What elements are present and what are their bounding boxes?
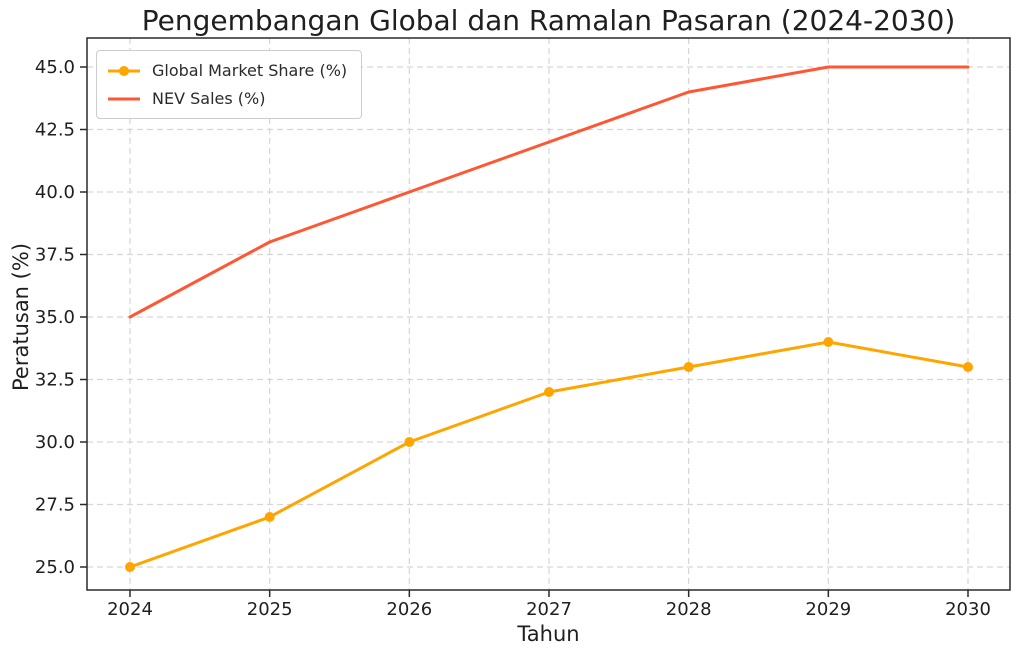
- series-line-nev-sales: [128, 65, 970, 319]
- legend-swatch-line-marker-icon: [108, 65, 140, 76]
- data-point-marker: [823, 337, 834, 347]
- y-tick-label: 42.5: [35, 120, 75, 141]
- x-tick-label: 2026: [386, 599, 432, 620]
- data-point-marker: [544, 387, 554, 397]
- legend-item-global-market-share: Global Market Share (%): [106, 58, 347, 83]
- y-tick-label: 45.0: [35, 57, 75, 78]
- data-point-marker: [264, 512, 275, 522]
- x-tick-label: 2028: [666, 599, 712, 620]
- x-tick-label: 2030: [945, 599, 991, 620]
- legend: Global Market Share (%) NEV Sales (%): [96, 50, 363, 119]
- chart-title: Pengembangan Global dan Ramalan Pasaran …: [141, 4, 956, 37]
- x-tick-label: 2025: [247, 599, 293, 620]
- y-tick-label: 40.0: [35, 182, 75, 203]
- data-point-marker: [683, 362, 694, 372]
- legend-marker-dot-icon: [119, 65, 129, 76]
- y-tick-label: 37.5: [35, 245, 75, 266]
- x-tick-label: 2027: [526, 599, 572, 620]
- legend-label-nev-sales: NEV Sales (%): [152, 89, 266, 108]
- y-axis-label: Peratusan (%): [9, 242, 33, 392]
- legend-item-nev-sales: NEV Sales (%): [106, 86, 347, 111]
- x-tick-label: 2029: [805, 599, 851, 620]
- data-point-marker: [404, 437, 415, 447]
- y-tick-label: 35.0: [35, 307, 75, 328]
- x-tick-label: 2024: [107, 599, 153, 620]
- y-tick-label: 25.0: [35, 557, 75, 578]
- legend-swatch-line-icon: [108, 97, 140, 100]
- data-point-marker: [125, 562, 135, 572]
- y-tick-label: 27.5: [35, 495, 75, 516]
- legend-label-global-market-share: Global Market Share (%): [152, 61, 348, 80]
- y-tick-label: 30.0: [35, 432, 75, 453]
- data-point-marker: [963, 362, 973, 372]
- x-axis-label: Tahun: [517, 622, 580, 646]
- y-tick-label: 32.5: [35, 370, 75, 391]
